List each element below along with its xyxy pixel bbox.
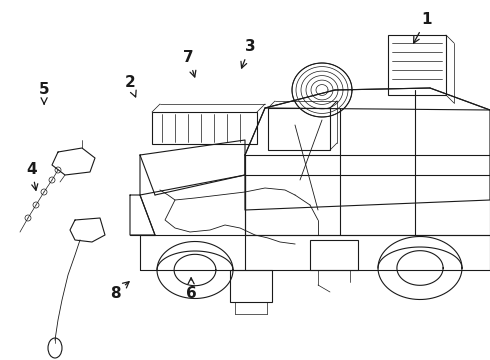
FancyBboxPatch shape bbox=[268, 108, 330, 150]
Circle shape bbox=[49, 177, 55, 183]
Text: 5: 5 bbox=[39, 82, 49, 104]
Text: 4: 4 bbox=[26, 162, 38, 190]
Circle shape bbox=[41, 189, 47, 195]
Circle shape bbox=[55, 167, 61, 173]
Text: 1: 1 bbox=[414, 12, 432, 43]
Circle shape bbox=[33, 202, 39, 208]
Text: 7: 7 bbox=[183, 50, 196, 77]
Text: 8: 8 bbox=[110, 282, 129, 301]
FancyBboxPatch shape bbox=[152, 112, 257, 144]
Ellipse shape bbox=[48, 338, 62, 358]
FancyBboxPatch shape bbox=[310, 240, 358, 270]
Text: 2: 2 bbox=[124, 75, 136, 97]
Text: 6: 6 bbox=[186, 278, 196, 301]
Text: 3: 3 bbox=[241, 39, 255, 68]
FancyBboxPatch shape bbox=[388, 35, 446, 95]
FancyBboxPatch shape bbox=[230, 270, 272, 302]
Circle shape bbox=[25, 215, 31, 221]
